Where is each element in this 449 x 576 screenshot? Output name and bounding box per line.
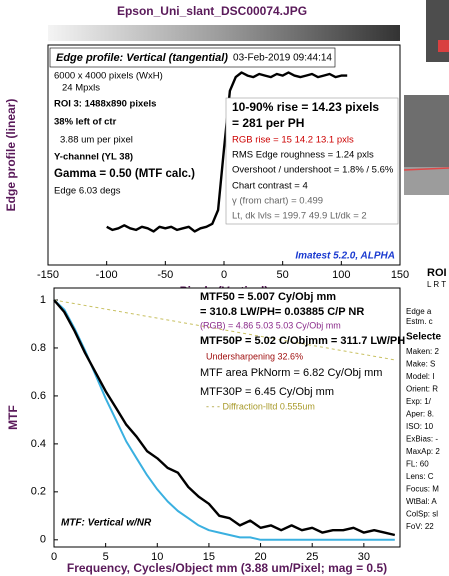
annotation: Undersharpening 32.6%	[206, 351, 303, 361]
side-text: ISO: 10	[406, 422, 434, 431]
x-tick-label: 50	[277, 269, 289, 281]
x-tick-label: -50	[157, 269, 173, 281]
thumbnail-mark	[438, 40, 449, 52]
data-line	[53, 299, 396, 537]
x-tick-label: 0	[51, 551, 57, 563]
data-line	[53, 299, 395, 541]
x-tick-label: 25	[306, 551, 318, 563]
y-tick-label: 0	[40, 534, 46, 546]
note: ROI 3: 1488x890 pixels	[54, 99, 156, 110]
inset-box	[57, 515, 157, 531]
annotation: MTF50P = 5.02 C/Objmm = 311.7 LW/PH	[200, 335, 405, 347]
side-text: Estm. c	[406, 317, 433, 326]
footer: Imatest 5.2.0, ALPHA	[295, 251, 395, 262]
thumbnail-mark	[403, 167, 449, 171]
annotation: = 310.8 LW/PH= 0.03885 C/P NR	[200, 306, 364, 318]
x-tick-label: 15	[203, 551, 215, 563]
x-tick-label: 150	[391, 269, 409, 281]
note: RMS Edge roughness = 1.24 pxls	[232, 150, 374, 161]
side-text: ColSp: sl	[406, 510, 438, 519]
y-axis-label: MTF	[6, 405, 20, 430]
y-tick-label: 0.2	[31, 486, 46, 498]
side-text: Orient: R	[406, 385, 438, 394]
side-text: FL: 60	[406, 460, 429, 469]
y-tick-label: 0.6	[31, 390, 46, 402]
x-tick-label: 5	[103, 551, 109, 563]
x-tick-label: 30	[358, 551, 370, 563]
thumbnail	[426, 0, 449, 62]
notes-box	[225, 97, 399, 225]
side-text: MaxAp: 2	[406, 447, 440, 456]
note: 3.88 um per pixel	[60, 135, 133, 146]
note: 6000 x 4000 pixels (WxH)	[54, 71, 163, 82]
side-text: FoV: 22	[406, 522, 434, 531]
x-tick-label: 20	[254, 551, 266, 563]
annotation: - - - Diffraction-lltd 0.555um	[206, 401, 315, 411]
y-axis-label: Edge profile (linear)	[4, 99, 18, 212]
x-tick-label: -100	[96, 269, 118, 281]
side-text: Edge a	[406, 307, 432, 316]
note: Y-channel (YL 38)	[54, 152, 133, 163]
note: 38% left of ctr	[54, 117, 117, 128]
side-text: Maken: 2	[406, 347, 439, 356]
note: γ (from chart) = 0.499	[232, 196, 323, 207]
note: Gamma = 0.50 (MTF calc.)	[54, 168, 195, 180]
side-text: Exp: 1/	[406, 397, 432, 406]
y-tick-label: 0.8	[31, 342, 46, 354]
note: Edge 6.03 degs	[54, 186, 121, 197]
x-tick-label: 100	[332, 269, 350, 281]
annotation: MTF30P = 6.45 Cy/Obj mm	[200, 386, 334, 398]
header-box	[49, 47, 336, 68]
x-tick-label: -150	[37, 269, 59, 281]
side-text: Focus: M	[406, 485, 439, 494]
data-line	[53, 299, 395, 361]
note: 10-90% rise = 14.23 pixels	[232, 100, 379, 114]
side-text: ROI	[427, 267, 447, 279]
side-text: L R T	[427, 280, 446, 289]
side-text: WtBal: A	[406, 497, 437, 506]
side-text: Model: I	[406, 372, 434, 381]
note: 24 Mpxls	[62, 83, 100, 94]
x-tick-label: 10	[151, 551, 163, 563]
side-text: ExBias: -	[406, 435, 438, 444]
inset-label: MTF: Vertical w/NR	[61, 518, 152, 529]
annotation: MTF50 = 5.007 Cy/Obj mm	[200, 291, 336, 303]
side-text: Make: S	[406, 360, 435, 369]
plot-area	[53, 287, 401, 548]
side-text: Lens: C	[406, 472, 434, 481]
notes-box	[50, 70, 172, 198]
note: Lt, dk lvls = 199.7 49.9 Lt/dk = 2	[232, 211, 367, 222]
note: Overshoot / undershoot = 1.8% / 5.6%	[232, 165, 394, 176]
annotation: MTF area PkNorm = 6.82 Cy/Obj mm	[200, 367, 382, 379]
x-axis-label: Frequency, Cycles/Object mm (3.88 um/Pix…	[67, 561, 387, 575]
side-text: Aper: 8.	[406, 410, 434, 419]
header: Edge profile: Vertical (tangential)	[56, 52, 228, 64]
note: Chart contrast = 4	[232, 181, 308, 192]
x-tick-label: 0	[221, 269, 227, 281]
note: = 281 per PH	[232, 116, 304, 130]
side-text: Selecte	[406, 332, 441, 343]
timestamp: 03-Feb-2019 09:44:14	[233, 53, 332, 64]
note: RGB rise = 15 14.2 13.1 pxls	[232, 135, 354, 146]
edge-strip	[48, 25, 400, 41]
annotation: (RGB) = 4.86 5.03 5.03 Cy/Obj mm	[200, 320, 341, 330]
thumbnail	[404, 95, 449, 167]
y-tick-label: 1	[40, 294, 46, 306]
y-tick-label: 0.4	[31, 438, 46, 450]
chart-title: Epson_Uni_slant_DSC00074.JPG	[117, 4, 307, 18]
